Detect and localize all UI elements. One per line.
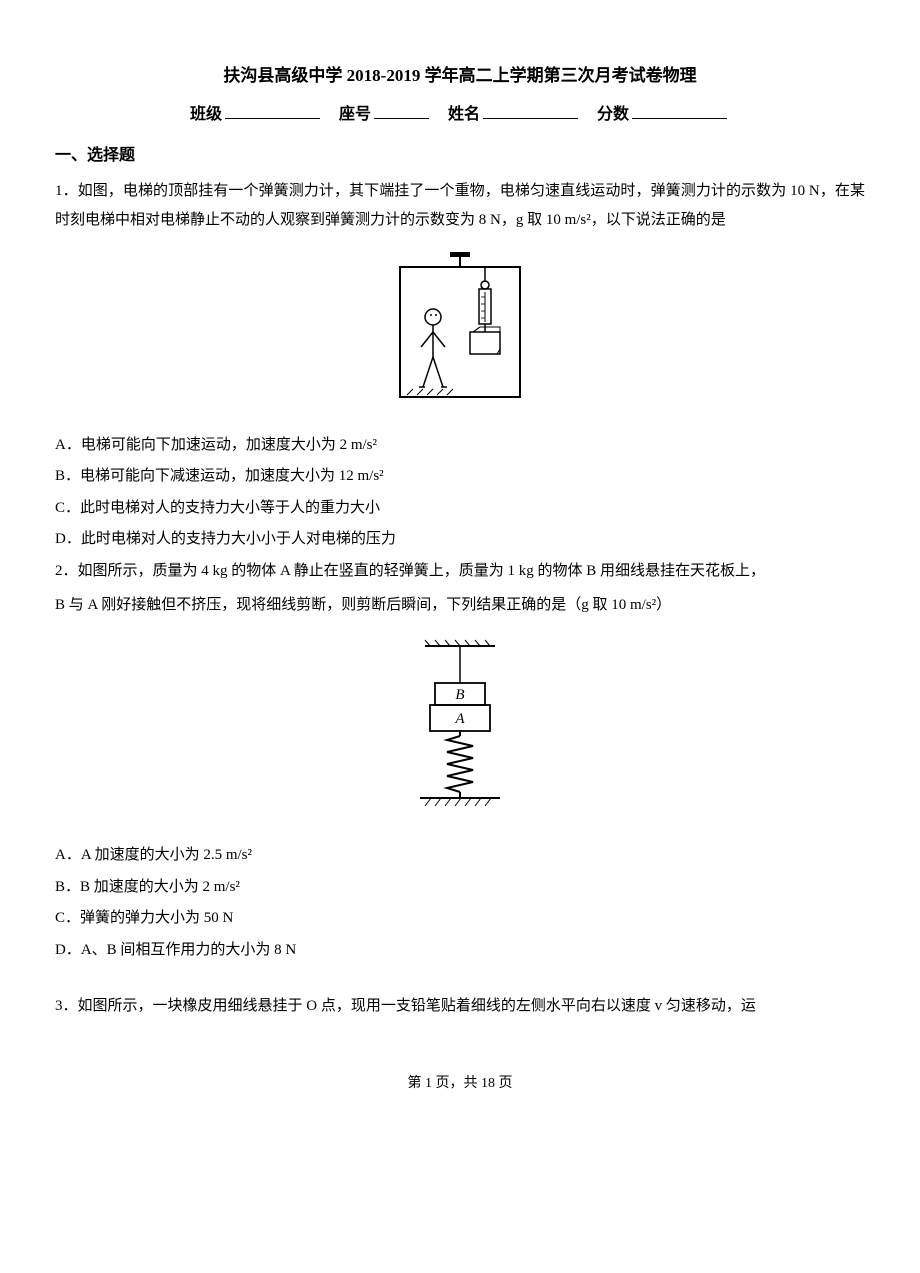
question-1-stem: 1．如图，电梯的顶部挂有一个弹簧测力计，其下端挂了一个重物，电梯匀速直线运动时，…	[55, 177, 865, 234]
block-b-label: B	[455, 687, 464, 703]
score-blank	[632, 102, 727, 119]
section-heading: 一、选择题	[55, 141, 865, 171]
class-label: 班级	[190, 106, 222, 123]
header-fields: 班级 座号 姓名 分数	[55, 100, 865, 130]
exam-title: 扶沟县高级中学 2018-2019 学年高二上学期第三次月考试卷物理	[55, 60, 865, 92]
footer-suffix: 页	[499, 1076, 513, 1091]
q1-option-d: D．此时电梯对人的支持力大小小于人对电梯的压力	[55, 525, 865, 554]
class-blank	[225, 102, 320, 119]
page-footer: 第 1 页，共 18 页	[55, 1071, 865, 1098]
figure-2: B A	[55, 638, 865, 824]
elevator-diagram	[395, 252, 525, 402]
question-3-stem: 3．如图所示，一块橡皮用细线悬挂于 O 点，现用一支铅笔贴着细线的左侧水平向右以…	[55, 992, 865, 1021]
spring-blocks-diagram: B A	[405, 638, 515, 813]
q1-option-a: A．电梯可能向下加速运动，加速度大小为 2 m/s²	[55, 431, 865, 460]
question-2-stem-1: 2．如图所示，质量为 4 kg 的物体 A 静止在竖直的轻弹簧上，质量为 1 k…	[55, 557, 865, 586]
q2-option-c: C．弹簧的弹力大小为 50 N	[55, 904, 865, 933]
q1-option-c: C．此时电梯对人的支持力大小等于人的重力大小	[55, 494, 865, 523]
q2-option-b: B．B 加速度的大小为 2 m/s²	[55, 873, 865, 902]
q2-option-d: D．A、B 间相互作用力的大小为 8 N	[55, 936, 865, 965]
block-a-label: A	[454, 711, 465, 727]
footer-mid: 页，共	[436, 1076, 478, 1091]
seat-label: 座号	[339, 106, 371, 123]
name-label: 姓名	[448, 106, 480, 123]
footer-page: 1	[425, 1076, 432, 1091]
footer-prefix: 第	[408, 1076, 422, 1091]
score-label: 分数	[597, 106, 629, 123]
q2-option-a: A．A 加速度的大小为 2.5 m/s²	[55, 841, 865, 870]
question-2-stem-2: B 与 A 刚好接触但不挤压，现将细线剪断，则剪断后瞬间，下列结果正确的是（g …	[55, 591, 865, 620]
q1-option-b: B．电梯可能向下减速运动，加速度大小为 12 m/s²	[55, 462, 865, 491]
figure-1	[55, 252, 865, 413]
seat-blank	[374, 102, 429, 119]
footer-total: 18	[481, 1076, 495, 1091]
name-blank	[483, 102, 578, 119]
